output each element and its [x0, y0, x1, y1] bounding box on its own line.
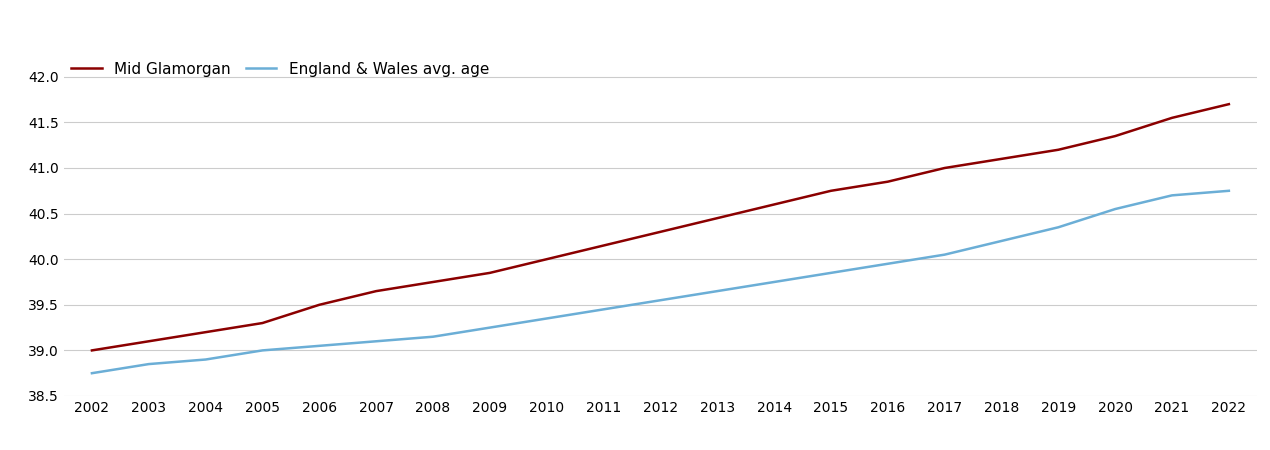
Mid Glamorgan	[1222, 101, 1237, 107]
Legend: Mid Glamorgan, England & Wales avg. age: Mid Glamorgan, England & Wales avg. age	[71, 62, 489, 76]
England & Wales avg. age	[1165, 193, 1180, 198]
Mid Glamorgan	[710, 216, 725, 221]
England & Wales avg. age	[823, 270, 838, 275]
Mid Glamorgan	[198, 329, 213, 335]
Mid Glamorgan	[596, 243, 611, 248]
England & Wales avg. age	[368, 338, 384, 344]
England & Wales avg. age	[710, 288, 725, 294]
Mid Glamorgan	[84, 348, 99, 353]
England & Wales avg. age	[84, 370, 99, 376]
Mid Glamorgan	[311, 302, 326, 307]
England & Wales avg. age	[311, 343, 326, 349]
England & Wales avg. age	[425, 334, 441, 339]
Mid Glamorgan	[368, 288, 384, 294]
England & Wales avg. age	[596, 306, 611, 312]
Mid Glamorgan	[483, 270, 498, 275]
Mid Glamorgan	[255, 320, 271, 326]
England & Wales avg. age	[538, 316, 554, 321]
England & Wales avg. age	[937, 252, 952, 257]
England & Wales avg. age	[880, 261, 895, 266]
Mid Glamorgan	[1050, 147, 1066, 153]
England & Wales avg. age	[1050, 225, 1066, 230]
England & Wales avg. age	[483, 325, 498, 330]
Mid Glamorgan	[538, 256, 554, 262]
Mid Glamorgan	[767, 202, 782, 207]
Mid Glamorgan	[994, 156, 1010, 162]
Line: Mid Glamorgan: Mid Glamorgan	[91, 104, 1229, 351]
England & Wales avg. age	[255, 348, 271, 353]
England & Wales avg. age	[767, 279, 782, 285]
Mid Glamorgan	[653, 229, 668, 234]
Mid Glamorgan	[823, 188, 838, 194]
Mid Glamorgan	[1165, 115, 1180, 121]
Mid Glamorgan	[141, 338, 156, 344]
Mid Glamorgan	[937, 165, 952, 171]
England & Wales avg. age	[141, 361, 156, 367]
Mid Glamorgan	[880, 179, 895, 184]
England & Wales avg. age	[198, 357, 213, 362]
England & Wales avg. age	[1222, 188, 1237, 194]
England & Wales avg. age	[994, 238, 1010, 243]
England & Wales avg. age	[653, 297, 668, 303]
Mid Glamorgan	[1107, 133, 1123, 139]
England & Wales avg. age	[1107, 207, 1123, 212]
Mid Glamorgan	[425, 279, 441, 285]
Line: England & Wales avg. age: England & Wales avg. age	[91, 191, 1229, 373]
